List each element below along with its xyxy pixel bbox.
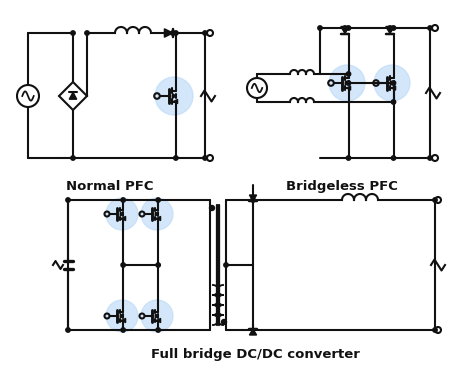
Circle shape [346,81,351,85]
Polygon shape [69,92,77,99]
Polygon shape [155,314,158,318]
Text: Normal PFC: Normal PFC [66,180,154,193]
Circle shape [121,328,125,332]
Polygon shape [172,93,176,98]
Circle shape [346,26,351,30]
Text: Bridgeless PFC: Bridgeless PFC [286,180,398,193]
Circle shape [428,26,432,30]
Circle shape [156,198,161,202]
Polygon shape [341,26,349,33]
Circle shape [174,156,178,160]
Circle shape [171,31,175,35]
Circle shape [346,156,351,160]
Circle shape [121,263,125,267]
Circle shape [106,300,138,332]
Circle shape [391,81,396,85]
Polygon shape [164,29,173,37]
Polygon shape [120,314,123,318]
Circle shape [346,72,351,76]
Circle shape [209,205,215,210]
Polygon shape [345,81,349,85]
Text: Full bridge DC/DC converter: Full bridge DC/DC converter [151,348,360,361]
Circle shape [156,328,161,332]
Polygon shape [155,212,158,216]
Circle shape [329,65,365,101]
Circle shape [388,26,392,30]
Circle shape [106,198,138,230]
Circle shape [343,26,347,30]
Circle shape [156,263,161,267]
Polygon shape [386,26,394,33]
Circle shape [433,198,437,202]
Circle shape [203,31,207,35]
Circle shape [433,328,437,332]
Circle shape [391,100,396,104]
Circle shape [71,156,75,160]
Circle shape [221,319,227,325]
Circle shape [251,198,255,202]
Circle shape [224,263,228,267]
Polygon shape [120,212,123,216]
Circle shape [71,31,75,35]
Circle shape [66,198,70,202]
Circle shape [141,198,173,230]
Polygon shape [249,329,256,335]
Circle shape [85,31,89,35]
Polygon shape [249,195,256,201]
Circle shape [141,300,173,332]
Circle shape [428,156,432,160]
Circle shape [391,26,396,30]
Circle shape [318,26,322,30]
Circle shape [174,31,178,35]
Circle shape [391,156,396,160]
Circle shape [155,77,193,115]
Circle shape [374,65,410,101]
Polygon shape [390,81,393,85]
Circle shape [203,156,207,160]
Circle shape [121,198,125,202]
Circle shape [66,328,70,332]
